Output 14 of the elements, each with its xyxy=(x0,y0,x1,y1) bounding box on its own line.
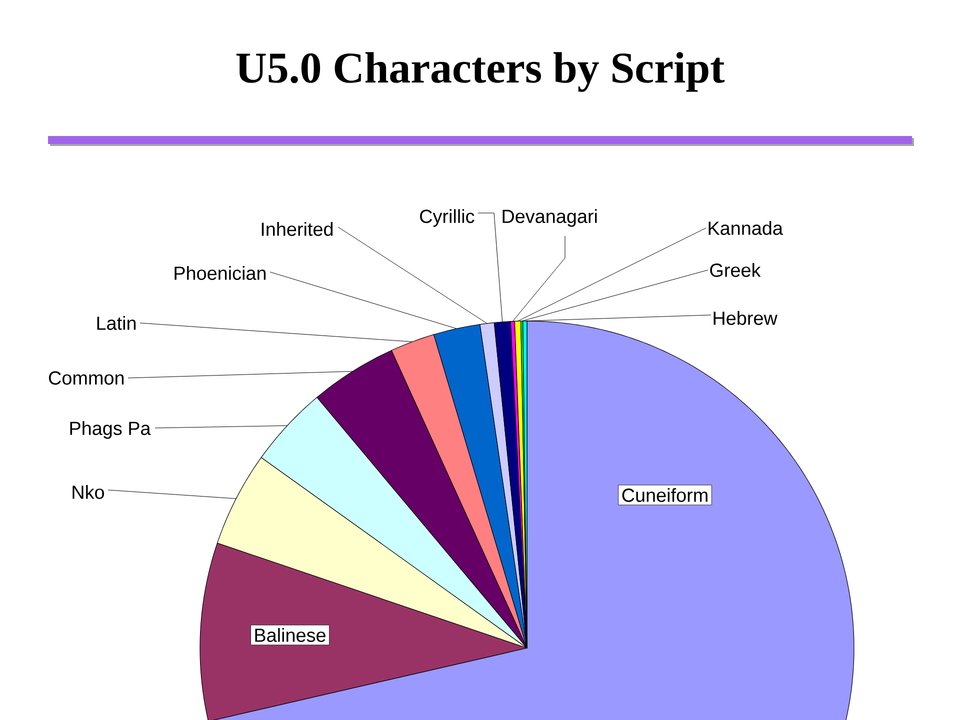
slice-label: Balinese xyxy=(255,628,326,642)
slice-label: Hebrew xyxy=(714,311,778,325)
slice-label: Greek xyxy=(710,263,761,277)
slice-label: Devanagari xyxy=(502,209,597,227)
slice-label: Latin xyxy=(97,316,136,330)
slice-label: Nko xyxy=(72,485,104,499)
slice-label: Cyrillic xyxy=(420,209,474,227)
slice-label: Inherited xyxy=(262,222,333,236)
slice-label: Phoenician xyxy=(174,266,266,280)
slice-label: Cuneiform xyxy=(622,488,708,502)
slice-label: Kannada xyxy=(708,221,783,235)
slice-label: Common xyxy=(48,371,124,385)
slice-label: Phags Pa xyxy=(70,421,151,439)
chart-title: U5.0 Characters by Script xyxy=(236,52,725,92)
